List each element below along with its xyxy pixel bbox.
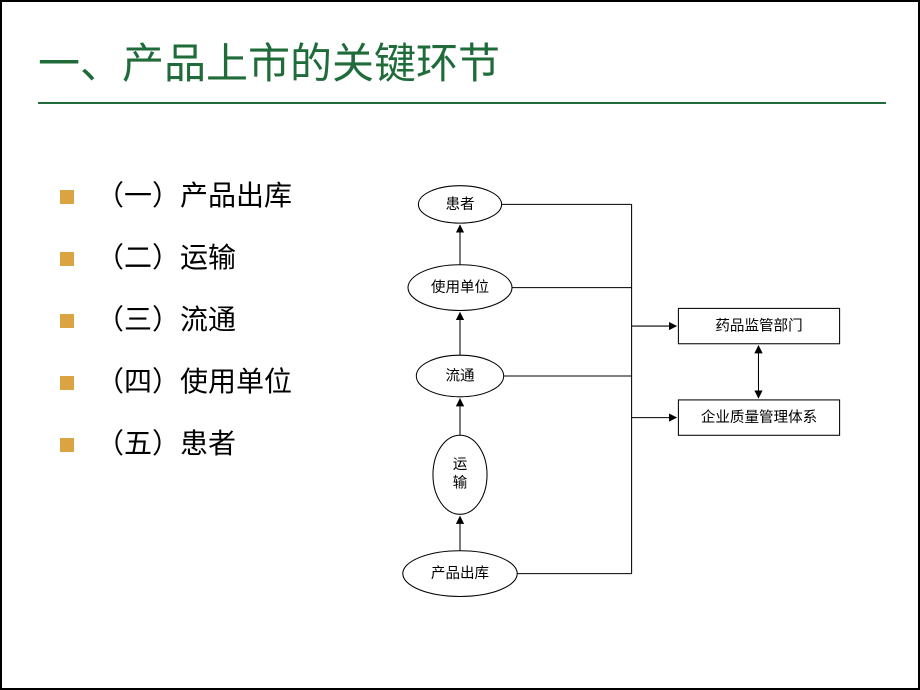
title-text: 一、产品上市的关键环节 [38,42,500,88]
bullet-text: （四）使用单位 [96,360,292,400]
bullet-text: （二）运输 [96,236,236,276]
bullet-icon [60,314,74,328]
bullet-text: （五）患者 [96,422,236,462]
node-label: 运 [453,456,468,473]
bullet-item: （二）运输 [60,236,292,276]
bullet-item: （四）使用单位 [60,360,292,400]
bullet-item: （三）流通 [60,298,292,338]
bullet-icon [60,376,74,390]
node-label: 企业质量管理体系 [701,408,817,426]
bullet-text: （三）流通 [96,298,236,338]
node-label: 流通 [445,367,475,384]
node-label: 使用单位 [431,279,489,296]
bullet-list: （一）产品出库 （二）运输 （三）流通 （四）使用单位 （五）患者 [60,174,292,484]
bullet-icon [60,252,74,266]
node-label: 输 [453,475,468,492]
bullet-icon [60,190,74,204]
node-label: 药品监管部门 [715,317,802,334]
node-label: 产品出库 [431,565,489,582]
flow-diagram: 患者使用单位流通运输产品出库 药品监管部门企业质量管理体系 [382,142,902,662]
slide-title: 一、产品上市的关键环节 [38,30,500,91]
diagram-svg: 患者使用单位流通运输产品出库 药品监管部门企业质量管理体系 [382,142,902,662]
bullet-icon [60,438,74,452]
title-underline [38,102,886,104]
bullet-item: （一）产品出库 [60,174,292,214]
bullet-text: （一）产品出库 [96,174,292,214]
bullet-item: （五）患者 [60,422,292,462]
node-label: 患者 [445,196,474,213]
